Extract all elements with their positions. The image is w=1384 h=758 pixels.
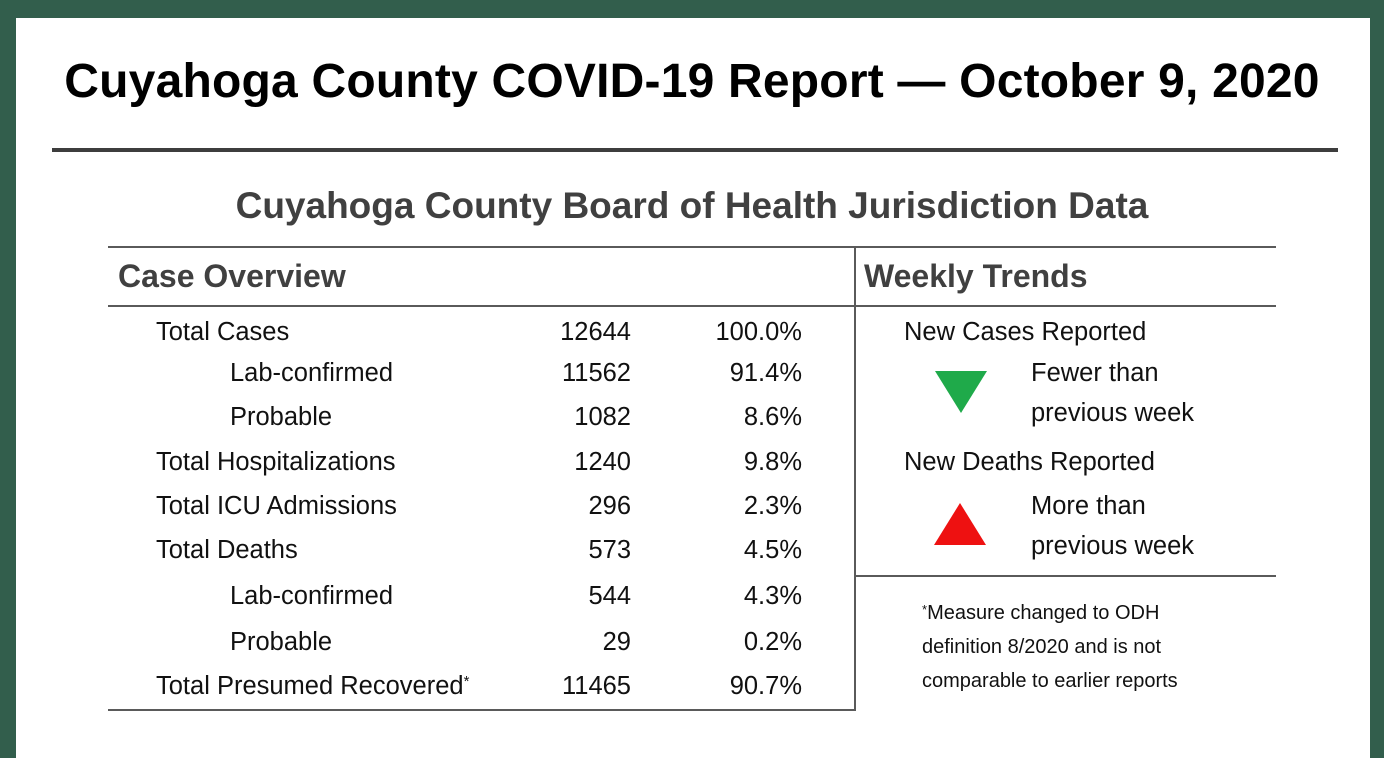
footnote-line: comparable to earlier reports (922, 670, 1178, 692)
row-count: 1082 (574, 403, 631, 431)
footnote-line: definition 8/2020 and is not (922, 636, 1162, 658)
row-percent: 91.4% (729, 359, 802, 387)
row-percent: 0.2% (743, 628, 802, 656)
row-count: 29 (602, 628, 631, 656)
footnote: *Measure changed to ODH definition 8/202… (922, 596, 1262, 698)
row-percent: 4.5% (743, 536, 802, 564)
row-percent: 90.7% (729, 672, 802, 700)
row-label: Lab-confirmed (230, 359, 393, 387)
row-percent: 8.6% (743, 403, 802, 431)
report-subtitle: Cuyahoga County Board of Health Jurisdic… (235, 185, 1149, 226)
trend-status-line1: Fewer than (1031, 359, 1159, 387)
trend-status-line2: previous week (1031, 399, 1194, 427)
row-count: 544 (588, 582, 631, 610)
title-divider (52, 148, 1338, 152)
trend-label: New Cases Reported (904, 318, 1147, 346)
row-label: Probable (230, 628, 333, 656)
row-percent: 2.3% (743, 492, 802, 520)
table-bottom-border (108, 709, 855, 711)
row-count: 11562 (561, 359, 631, 387)
row-label: Total Presumed Recovered (156, 672, 464, 700)
row-label: Total Deaths (156, 536, 298, 564)
row-percent: 100.0% (715, 318, 803, 346)
row-count: 296 (588, 492, 631, 520)
trend-status-line1: More than (1031, 492, 1146, 520)
row-label-wrap: Total Presumed Recovered* (156, 671, 469, 701)
row-label: Total Cases (156, 318, 290, 346)
footnote-marker: * (463, 673, 470, 690)
table-top-border (108, 246, 1276, 248)
header-bottom-border (108, 305, 1276, 307)
footnote-marker: * (922, 602, 928, 617)
row-count: 1240 (574, 448, 631, 476)
row-count: 11465 (561, 672, 631, 700)
triangle-down-icon (935, 371, 987, 413)
triangle-up-icon (934, 503, 986, 545)
footnote-text: Measure changed to ODH (927, 602, 1160, 624)
trend-status-line2: previous week (1031, 532, 1194, 560)
case-overview-heading: Case Overview (118, 258, 346, 294)
row-percent: 4.3% (743, 582, 802, 610)
row-count: 12644 (560, 318, 631, 346)
row-label: Probable (230, 403, 333, 431)
row-label: Total Hospitalizations (156, 448, 396, 476)
note-top-border (855, 575, 1276, 577)
row-count: 573 (588, 536, 631, 564)
row-percent: 9.8% (743, 448, 802, 476)
weekly-trends-heading: Weekly Trends (864, 258, 1088, 294)
row-label: Total ICU Admissions (156, 492, 397, 520)
column-divider (854, 246, 856, 711)
report-panel (16, 18, 1370, 758)
trend-label: New Deaths Reported (904, 448, 1155, 476)
row-label: Lab-confirmed (230, 582, 393, 610)
report-title: Cuyahoga County COVID-19 Report — Octobe… (64, 55, 1320, 108)
footnote-line: *Measure changed to ODH (922, 596, 1262, 630)
